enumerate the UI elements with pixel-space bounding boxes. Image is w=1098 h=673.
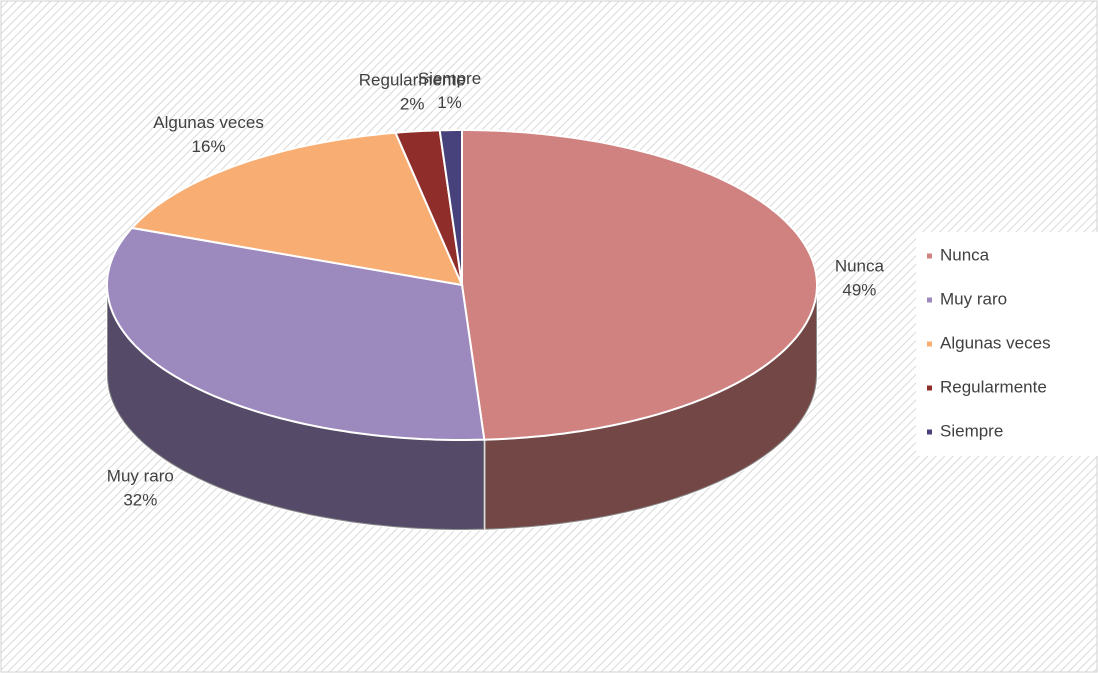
data-label-value: 32% — [123, 490, 157, 509]
pie-slice-side-shade — [107, 285, 485, 530]
pie-slice — [461, 129, 818, 441]
pie-slice — [106, 226, 486, 441]
legend-label: Muy raro — [940, 289, 1007, 308]
pie-slice — [394, 129, 463, 286]
data-label-category: Nunca — [835, 256, 885, 275]
legend-label: Nunca — [940, 245, 990, 264]
data-label-category: Muy raro — [107, 466, 174, 485]
data-label-value: 49% — [842, 280, 876, 299]
legend-label: Regularmente — [940, 377, 1047, 396]
legend-marker — [927, 385, 932, 391]
data-label-value: 16% — [192, 137, 226, 156]
legend-label: Algunas veces — [940, 333, 1051, 352]
pie-slice-side-shade — [484, 285, 817, 530]
data-label-value: 1% — [437, 93, 462, 112]
legend-marker — [927, 253, 932, 259]
pie-slice — [438, 129, 463, 286]
legend-marker — [927, 297, 932, 303]
pie-slice — [129, 131, 464, 287]
legend-label: Siempre — [940, 421, 1003, 440]
data-label-category: Siempre — [418, 69, 481, 88]
legend-background — [916, 232, 1098, 456]
legend-marker — [927, 341, 932, 347]
data-label-category: Regularmente — [359, 70, 466, 89]
data-label-value: 2% — [400, 94, 425, 113]
data-label-category: Algunas veces — [153, 113, 264, 132]
legend-marker — [927, 429, 932, 435]
